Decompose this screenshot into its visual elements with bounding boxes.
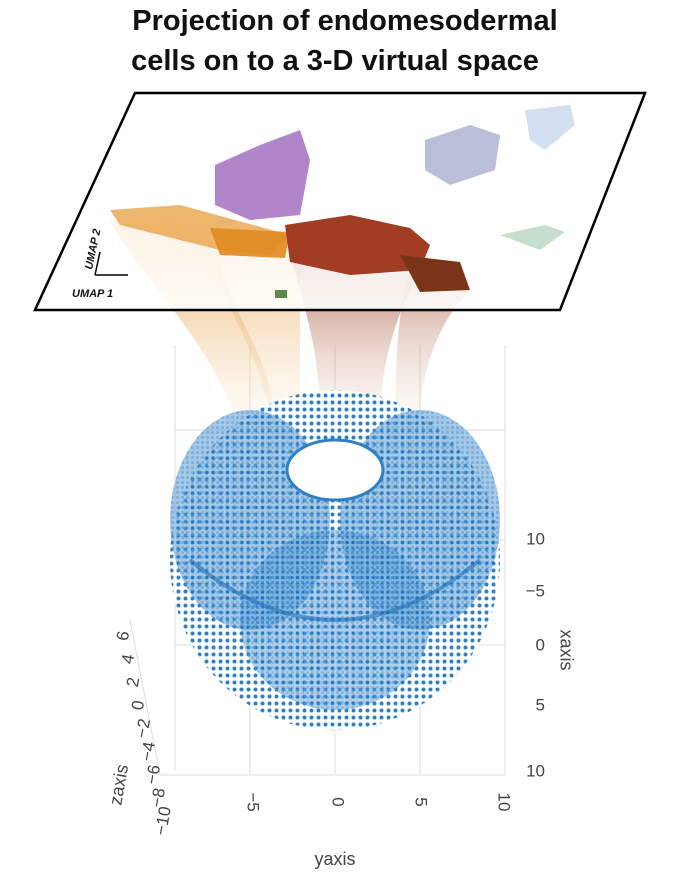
axis-title: xaxis (556, 629, 576, 670)
axis-tick-label: 10 (526, 761, 545, 780)
axis-tick-label: −6 (142, 763, 164, 785)
axis-tick-label: −8 (147, 787, 169, 809)
axis-tick-label: 5 (536, 695, 545, 714)
axis-tick-label: 10 (495, 793, 514, 812)
umap-axis-label: UMAP 1 (72, 288, 113, 300)
title-line: Projection of endomesodermal (132, 5, 557, 37)
axis-tick-label: 4 (118, 653, 138, 666)
axis-tick-label: 0 (536, 635, 545, 654)
axis-title: yaxis (314, 849, 355, 869)
axis-title: zaxis (105, 763, 132, 807)
axis-tick-label: −2 (132, 717, 154, 739)
axis-tick-label: −5 (244, 792, 263, 811)
title-line: cells on to a 3-D virtual space (131, 45, 539, 77)
umap-plane: UMAP 2 UMAP 1 (33, 91, 647, 312)
axis-tick-label: 10 (526, 529, 545, 548)
axis-tick-label: 5 (412, 797, 431, 806)
axis-tick-label: 0 (128, 699, 148, 712)
axis-tick-label: 6 (113, 630, 133, 643)
torus-point-cloud (170, 390, 500, 730)
axis-tick-label: 2 (123, 676, 143, 689)
axis-tick-label: −5 (526, 581, 545, 600)
axis-tick-label: −4 (137, 740, 159, 762)
axis-tick-label: −10 (151, 805, 175, 837)
axis-tick-label: 0 (329, 797, 348, 806)
